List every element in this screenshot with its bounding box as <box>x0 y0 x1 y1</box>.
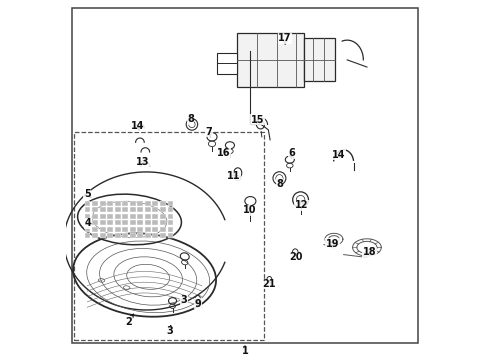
Text: 1: 1 <box>242 346 248 356</box>
Text: 4: 4 <box>85 218 91 228</box>
Text: 5: 5 <box>84 189 91 199</box>
Text: 14: 14 <box>332 150 346 160</box>
Text: 12: 12 <box>295 200 308 210</box>
Text: 7: 7 <box>206 127 213 136</box>
Text: 16: 16 <box>217 148 230 158</box>
Text: 13: 13 <box>136 157 149 167</box>
Bar <box>74 132 264 339</box>
Text: 15: 15 <box>251 115 264 125</box>
Text: 19: 19 <box>326 239 339 249</box>
Text: 18: 18 <box>363 247 377 257</box>
FancyBboxPatch shape <box>304 39 335 81</box>
Text: 2: 2 <box>125 317 132 327</box>
Text: 11: 11 <box>227 171 240 181</box>
Text: 3: 3 <box>166 326 173 336</box>
Text: 3: 3 <box>181 295 187 305</box>
Text: 20: 20 <box>289 252 303 262</box>
FancyBboxPatch shape <box>218 53 237 74</box>
Text: 6: 6 <box>288 148 295 158</box>
Text: 8: 8 <box>276 179 283 189</box>
Text: 14: 14 <box>131 121 145 131</box>
Text: 21: 21 <box>263 279 276 289</box>
Bar <box>237 33 304 87</box>
Text: 10: 10 <box>243 206 256 216</box>
Text: 17: 17 <box>278 33 292 43</box>
Text: 8: 8 <box>187 114 194 124</box>
Text: 9: 9 <box>195 299 201 309</box>
